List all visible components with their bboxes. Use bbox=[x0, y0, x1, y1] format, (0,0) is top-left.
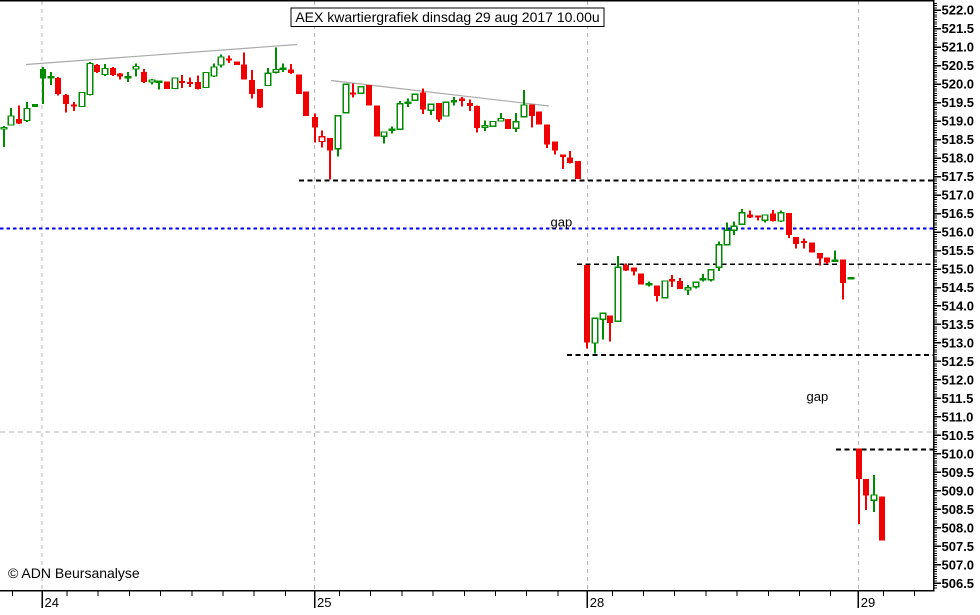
svg-text:515.0: 515.0 bbox=[942, 262, 975, 277]
svg-text:510.0: 510.0 bbox=[942, 446, 975, 461]
svg-text:519.5: 519.5 bbox=[942, 95, 975, 110]
svg-text:511.5: 511.5 bbox=[942, 391, 974, 406]
svg-text:24: 24 bbox=[45, 595, 59, 610]
svg-text:521.5: 521.5 bbox=[942, 21, 975, 36]
svg-text:520.5: 520.5 bbox=[942, 58, 975, 73]
svg-text:522.0: 522.0 bbox=[942, 3, 975, 18]
svg-text:514.5: 514.5 bbox=[942, 280, 975, 295]
svg-text:519.0: 519.0 bbox=[942, 114, 975, 129]
svg-text:514.0: 514.0 bbox=[942, 298, 975, 313]
svg-text:512.0: 512.0 bbox=[942, 372, 975, 387]
svg-text:508.5: 508.5 bbox=[942, 502, 975, 517]
svg-text:518.0: 518.0 bbox=[942, 151, 975, 166]
svg-text:509.5: 509.5 bbox=[942, 465, 975, 480]
svg-text:507.5: 507.5 bbox=[942, 539, 975, 554]
svg-text:29: 29 bbox=[861, 595, 875, 610]
svg-text:510.5: 510.5 bbox=[942, 428, 975, 443]
svg-text:521.0: 521.0 bbox=[942, 40, 975, 55]
svg-text:506.5: 506.5 bbox=[942, 576, 975, 591]
svg-text:28: 28 bbox=[590, 595, 604, 610]
svg-text:gap: gap bbox=[807, 389, 829, 404]
svg-text:516.5: 516.5 bbox=[942, 206, 975, 221]
svg-text:513.5: 513.5 bbox=[942, 317, 975, 332]
svg-text:25: 25 bbox=[317, 595, 331, 610]
svg-text:518.5: 518.5 bbox=[942, 132, 975, 147]
svg-text:517.5: 517.5 bbox=[942, 169, 975, 184]
svg-text:511.0: 511.0 bbox=[942, 409, 974, 424]
svg-text:517.0: 517.0 bbox=[942, 188, 975, 203]
svg-text:515.5: 515.5 bbox=[942, 243, 975, 258]
svg-text:512.5: 512.5 bbox=[942, 354, 975, 369]
svg-text:AEX kwartiergrafiek dinsdag 29: AEX kwartiergrafiek dinsdag 29 aug 2017 … bbox=[295, 9, 599, 25]
svg-text:508.0: 508.0 bbox=[942, 520, 975, 535]
svg-text:gap: gap bbox=[551, 215, 573, 230]
svg-text:520.0: 520.0 bbox=[942, 77, 975, 92]
svg-text:516.0: 516.0 bbox=[942, 225, 975, 240]
svg-text:509.0: 509.0 bbox=[942, 483, 975, 498]
svg-text:507.0: 507.0 bbox=[942, 557, 975, 572]
svg-text:513.0: 513.0 bbox=[942, 335, 975, 350]
svg-text:© ADN Beursanalyse: © ADN Beursanalyse bbox=[8, 565, 140, 581]
